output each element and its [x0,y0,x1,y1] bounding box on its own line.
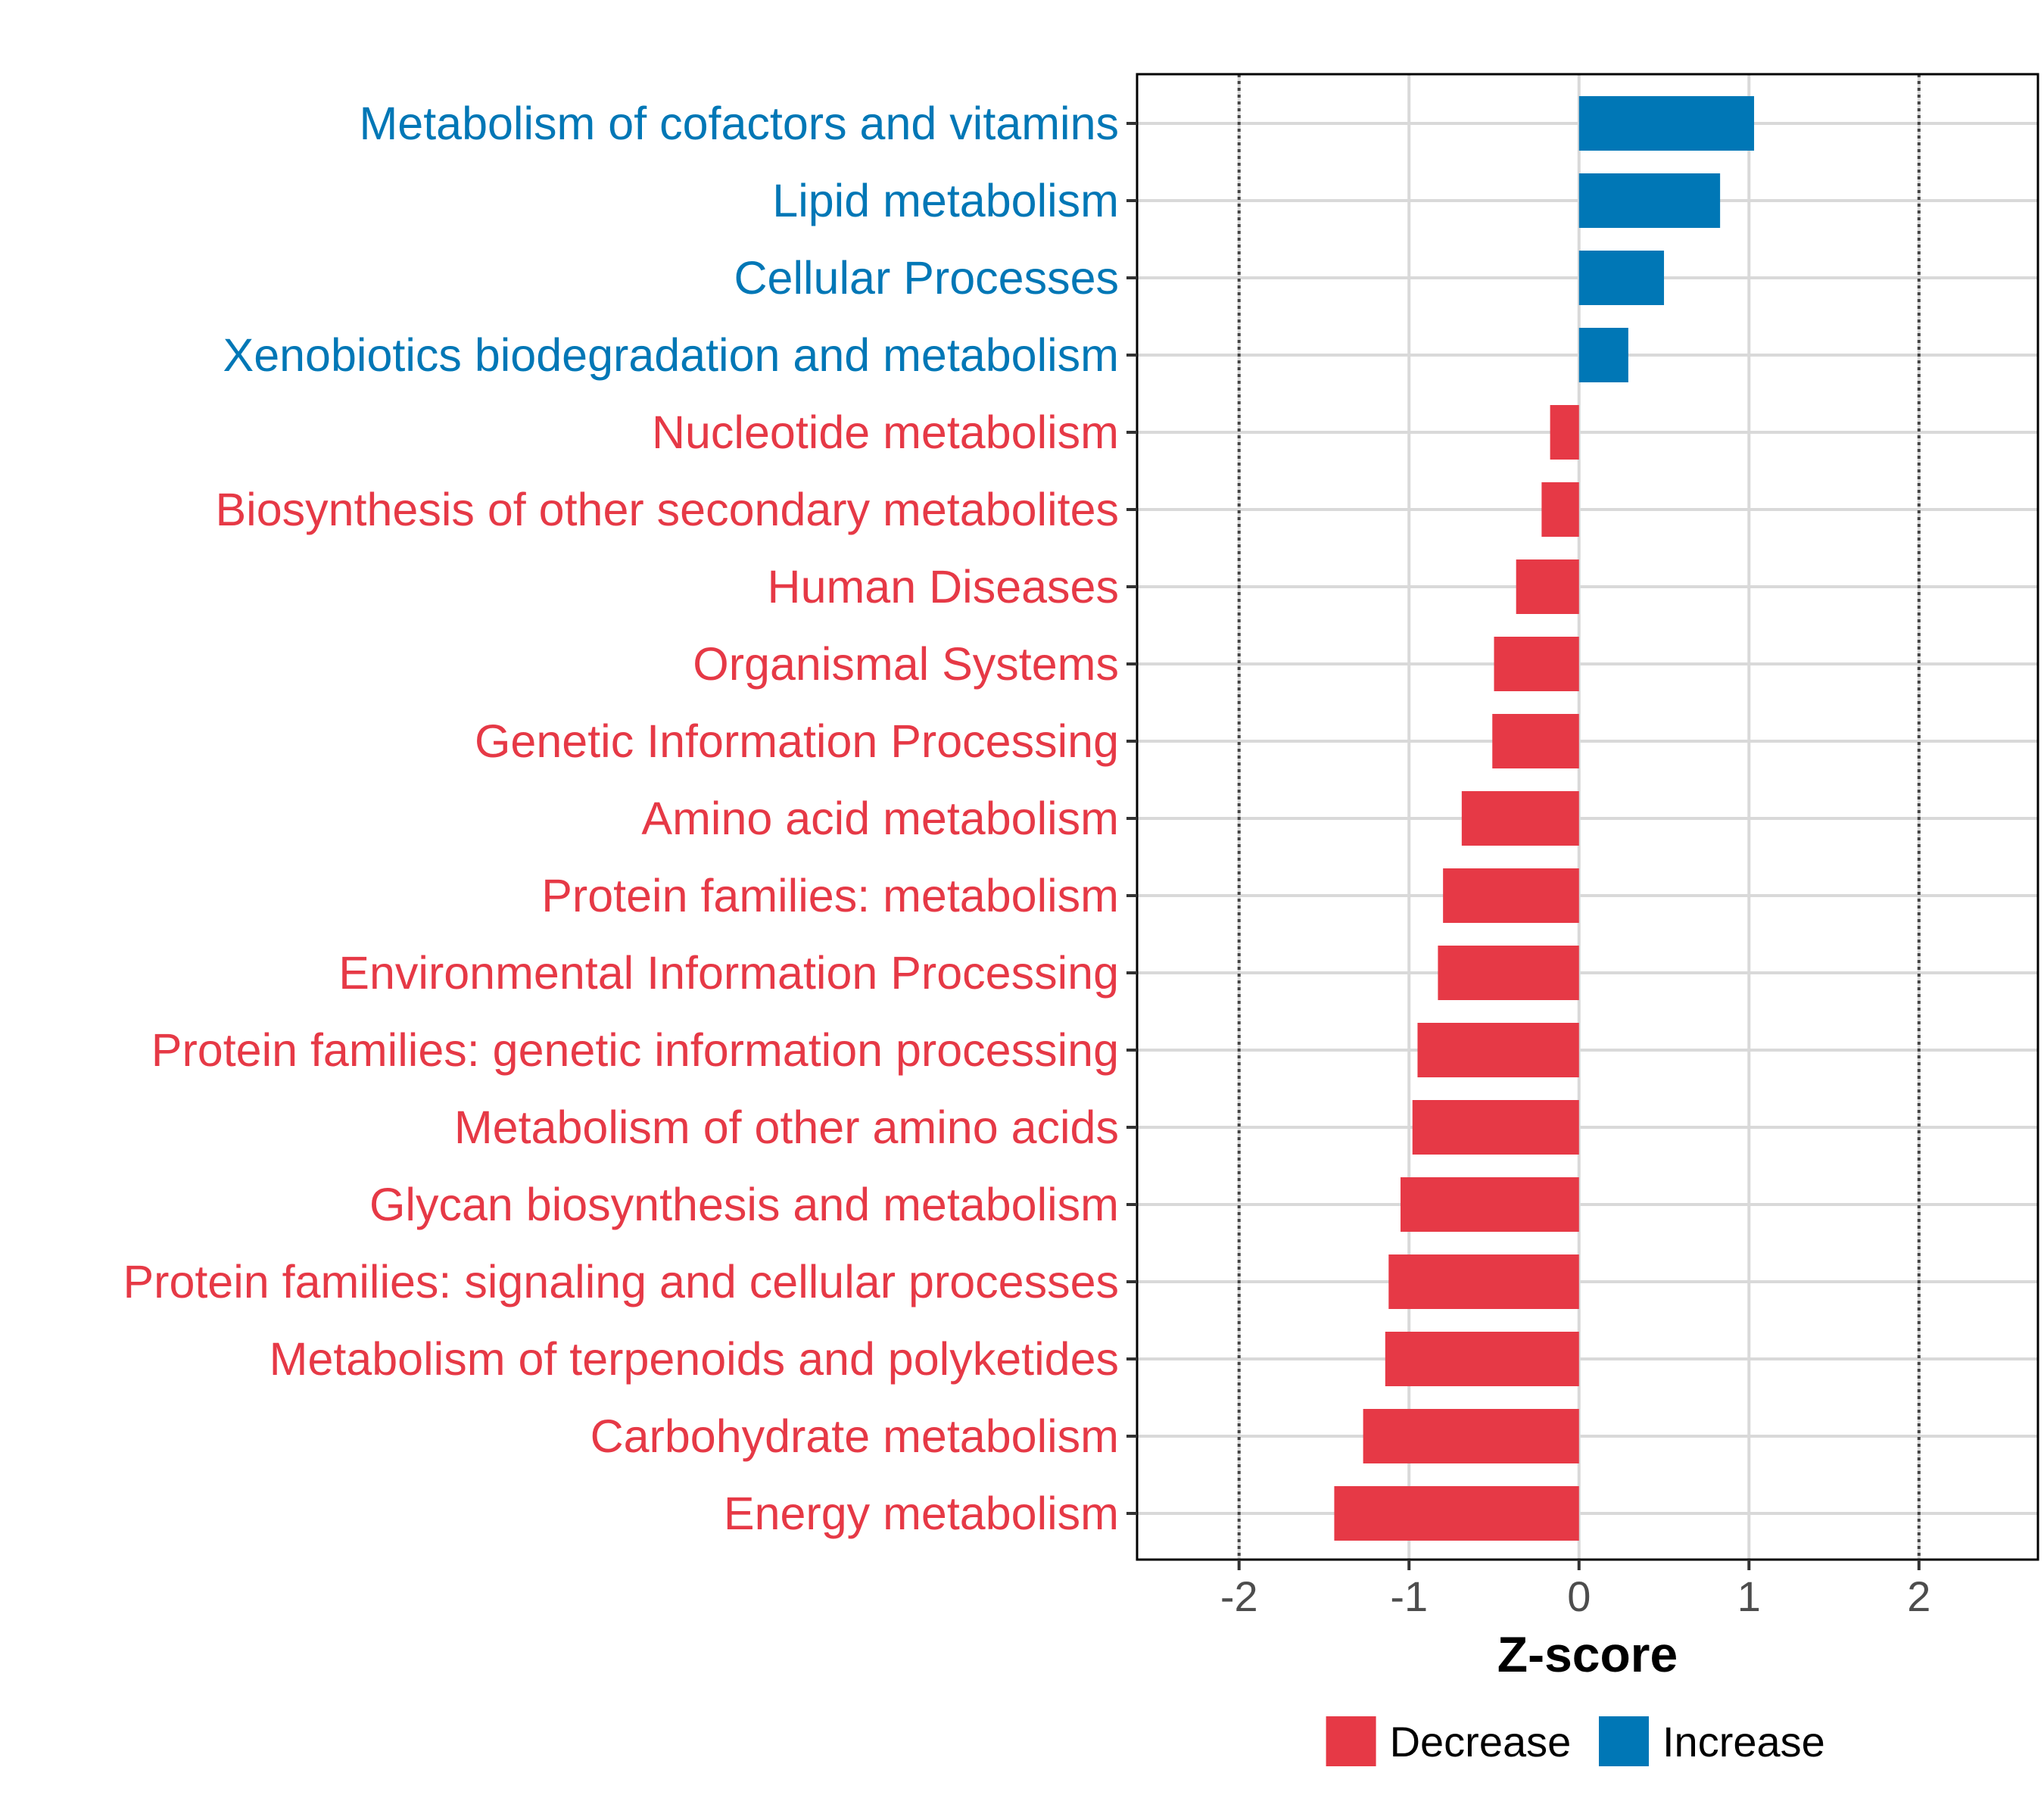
bar [1438,946,1579,1000]
category-label: Metabolism of terpenoids and polyketides [270,1333,1119,1385]
legend-label: Decrease [1390,1718,1572,1766]
category-label: Protein families: signaling and cellular… [123,1256,1119,1307]
bar [1550,405,1579,460]
category-label: Metabolism of cofactors and vitamins [359,98,1119,149]
grid-layer [1137,74,2038,1560]
bar [1443,868,1579,923]
category-label: Protein families: genetic information pr… [151,1024,1119,1076]
bar [1363,1409,1579,1463]
legend-swatch [1599,1716,1649,1766]
category-label: Organismal Systems [693,638,1119,690]
bar [1388,1254,1579,1309]
x-tick-label: 2 [1907,1572,1930,1620]
reference-lines [1237,74,1921,1560]
bar [1492,714,1579,768]
bar [1334,1486,1579,1541]
category-label: Metabolism of other amino acids [454,1102,1119,1153]
category-label: Energy metabolism [724,1488,1119,1539]
x-tick-label: -2 [1220,1572,1258,1620]
category-label: Biosynthesis of other secondary metaboli… [215,484,1119,535]
bar [1578,173,1721,228]
x-axis-title: Z-score [1497,1626,1678,1682]
bar [1417,1023,1579,1077]
legend: Decrease Increase [1326,1716,1825,1766]
category-label: Environmental Information Processing [338,947,1119,999]
bar [1494,637,1579,691]
bar [1578,251,1665,305]
category-label: Carbohydrate metabolism [590,1410,1119,1462]
bar [1578,96,1755,151]
x-axis: -2 -1 0 1 2 [1220,1560,1930,1620]
category-label: Protein families: metabolism [541,870,1119,921]
bar [1461,791,1579,846]
category-label: Xenobiotics biodegradation and metabolis… [223,329,1119,381]
category-label: Glycan biosynthesis and metabolism [369,1179,1119,1230]
category-label: Amino acid metabolism [641,793,1119,844]
bar [1401,1177,1579,1232]
bars-layer [1334,96,1755,1541]
category-label: Cellular Processes [734,252,1119,304]
x-tick-label: 0 [1567,1572,1591,1620]
x-tick-label: 1 [1737,1572,1761,1620]
bar [1385,1332,1579,1386]
legend-swatch [1326,1716,1376,1766]
x-tick-label: -1 [1390,1572,1428,1620]
bar [1412,1100,1579,1155]
category-label: Genetic Information Processing [475,715,1119,767]
bar [1578,328,1628,382]
category-label: Lipid metabolism [772,175,1119,226]
category-label: Human Diseases [768,561,1119,612]
category-label: Nucleotide metabolism [652,407,1119,458]
legend-label: Increase [1662,1718,1825,1766]
bar [1516,559,1579,614]
y-axis: Metabolism of cofactors and vitamins Lipi… [123,98,1137,1539]
bar [1541,482,1579,537]
